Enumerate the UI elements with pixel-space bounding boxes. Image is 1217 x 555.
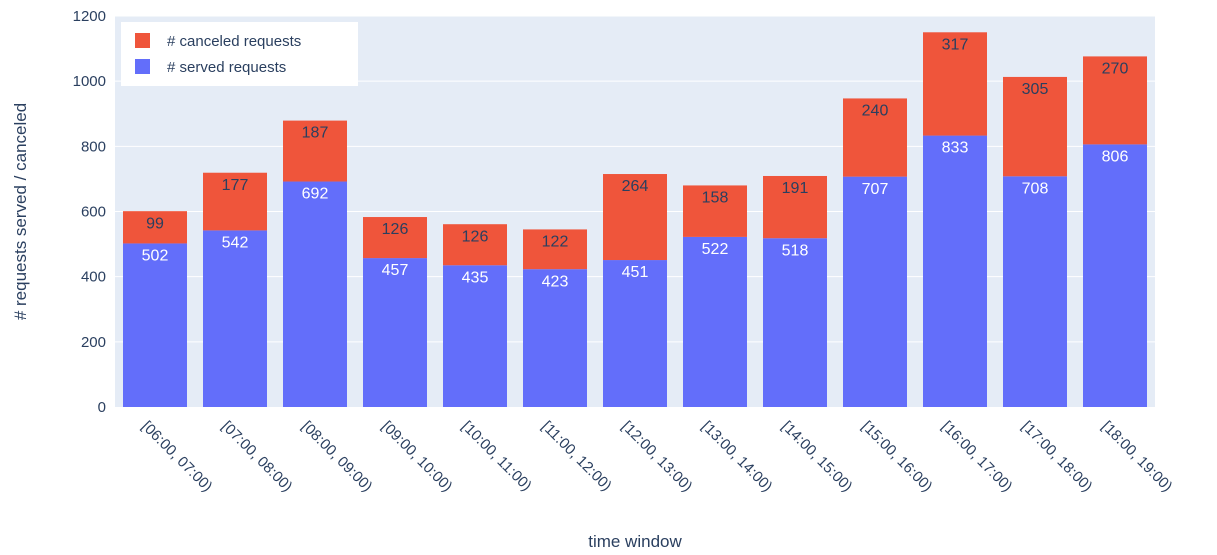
x-tick-label: [13:00, 14:00) [698,418,775,495]
bar-served[interactable] [843,176,907,407]
bar-label-canceled: 317 [942,36,969,53]
y-axis-title: # requests served / canceled [11,103,30,320]
bar-canceled[interactable] [1003,76,1067,177]
bar-label-served: 692 [302,186,329,203]
y-tick-label: 800 [81,138,106,155]
legend-swatch-canceled[interactable] [135,33,150,48]
bar-served[interactable] [603,260,667,407]
bar-canceled[interactable] [123,211,187,244]
bar-served[interactable] [523,269,587,407]
bar-canceled[interactable] [683,185,747,237]
bar-label-served: 707 [862,181,889,198]
bar-label-served: 502 [142,248,169,265]
bar-served[interactable] [283,181,347,407]
bar-served[interactable] [363,258,427,407]
bar-label-served: 833 [942,140,969,157]
x-tick-label: [15:00, 16:00) [858,418,935,495]
x-tick-label: [14:00, 15:00) [778,418,855,495]
bar-label-served: 451 [622,264,649,281]
bar-served[interactable] [203,230,267,407]
bar-canceled[interactable] [363,217,427,259]
bar-canceled[interactable] [603,174,667,261]
x-axis-ticks: [06:00, 07:00) [07:00, 08:00) [08:00, 09:0… [138,418,1175,495]
x-tick-label: [12:00, 13:00) [618,418,695,495]
bar-label-served: 457 [382,262,409,279]
bars [123,32,1147,408]
legend-label-canceled[interactable]: # canceled requests [167,33,301,50]
legend: # canceled requests # served requests [121,22,358,86]
legend-label-served[interactable]: # served requests [167,59,286,76]
bar-canceled[interactable] [1083,56,1147,145]
x-tick-label: [16:00, 17:00) [938,418,1015,495]
bar-served[interactable] [123,243,187,407]
x-tick-label: [08:00, 09:00) [298,418,375,495]
bar-canceled[interactable] [763,175,827,239]
bar-labels: 502 99 542 177 692 187 457 126 435 126 423 122 451 26… [142,36,1129,290]
y-tick-label: 0 [98,399,106,416]
bar-label-canceled: 270 [1102,61,1129,78]
bar-label-canceled: 191 [782,180,809,197]
legend-background [121,22,358,86]
y-axis-ticks: 0 200 400 600 800 1000 1200 [73,8,106,416]
bar-label-canceled: 126 [462,228,489,245]
x-tick-label: [06:00, 07:00) [138,418,215,495]
bar-served[interactable] [443,265,507,407]
y-tick-label: 400 [81,269,106,286]
bar-label-canceled: 99 [146,215,164,232]
x-tick-label: [18:00, 19:00) [1098,418,1175,495]
x-tick-label: [17:00, 18:00) [1018,418,1095,495]
bar-served[interactable] [763,238,827,407]
bar-label-canceled: 240 [862,103,889,120]
bar-label-served: 435 [462,269,489,286]
bar-canceled[interactable] [843,98,907,177]
bar-label-served: 806 [1102,148,1129,165]
bar-label-canceled: 158 [702,190,729,207]
x-tick-label: [11:00, 12:00) [538,418,615,495]
bar-canceled[interactable] [923,32,987,136]
bar-served[interactable] [923,135,987,408]
bar-label-canceled: 126 [382,221,409,238]
legend-swatch-served[interactable] [135,59,150,74]
bar-label-canceled: 122 [542,234,569,251]
bar-label-canceled: 305 [1022,81,1049,98]
bar-canceled[interactable] [443,224,507,266]
y-tick-label: 1200 [73,8,106,25]
bar-canceled[interactable] [283,120,347,182]
bar-canceled[interactable] [203,172,267,231]
bar-label-served: 542 [222,235,249,252]
bar-served[interactable] [1003,176,1067,407]
bar-served[interactable] [1083,144,1147,407]
x-tick-label: [10:00, 11:00) [458,418,535,495]
bar-served[interactable] [683,236,747,407]
bar-label-canceled: 177 [222,177,249,194]
bar-label-canceled: 187 [302,125,329,142]
x-axis-title: time window [588,532,682,551]
bar-label-served: 518 [782,242,809,259]
y-tick-label: 1000 [73,73,106,90]
bar-canceled[interactable] [523,229,587,270]
y-tick-label: 600 [81,204,106,221]
bar-label-served: 522 [702,241,729,258]
x-tick-label: [09:00, 10:00) [378,418,455,495]
y-tick-label: 200 [81,334,106,351]
bar-label-served: 423 [542,273,569,290]
bar-label-canceled: 264 [622,178,649,195]
x-tick-label: [07:00, 08:00) [218,418,295,495]
bar-label-served: 708 [1022,180,1049,197]
